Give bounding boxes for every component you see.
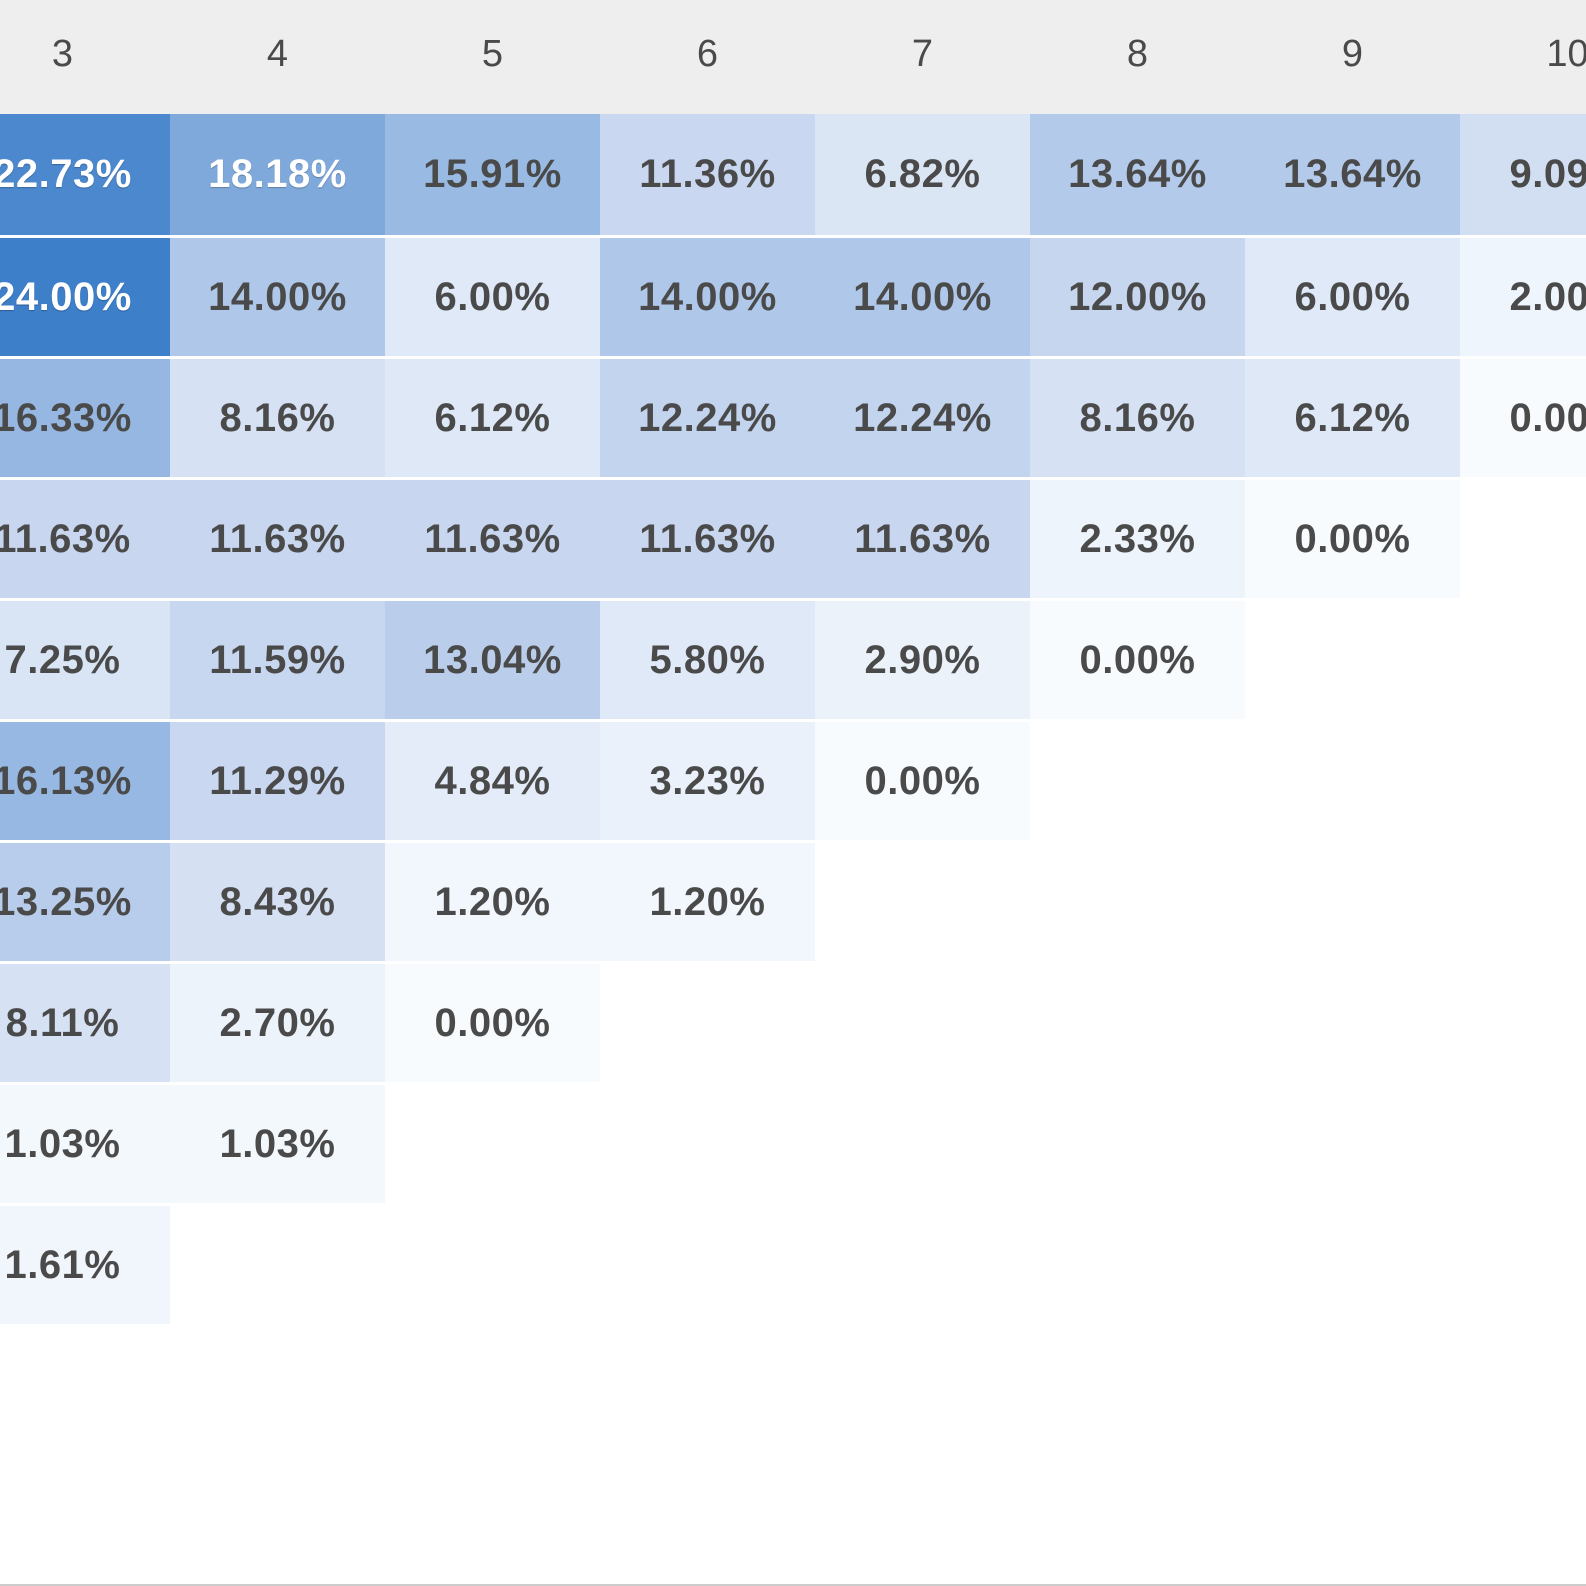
heatmap-cell-r7-c4: 8.43% — [170, 843, 385, 961]
heatmap-cell-r4-c8: 2.33% — [1030, 480, 1245, 598]
heatmap-cell-r4-c5: 11.63% — [385, 480, 600, 598]
heatmap-cell-r3-c5: 6.12% — [385, 359, 600, 477]
heatmap-cell-r3-c9: 6.12% — [1245, 359, 1460, 477]
heatmap-cell-r1-c5: 15.91% — [385, 114, 600, 235]
heatmap-cell-r2-c4: 14.00% — [170, 238, 385, 356]
heatmap-cell-r7-c5: 1.20% — [385, 843, 600, 961]
heatmap-cell-r1-c7: 6.82% — [815, 114, 1030, 235]
heatmap-cell-r1-c3: 22.73% — [0, 114, 170, 235]
heatmap-cell-r3-c10: 0.00% — [1460, 359, 1586, 477]
heatmap-cell-r5-c5: 13.04% — [385, 601, 600, 719]
heatmap-cell-r4-c6: 11.63% — [600, 480, 815, 598]
heatmap-cell-r7-c3: 13.25% — [0, 843, 170, 961]
heatmap-cell-r3-c7: 12.24% — [815, 359, 1030, 477]
column-header-10: 10 — [1546, 33, 1586, 75]
heatmap-cell-r8-c4: 2.70% — [170, 964, 385, 1082]
heatmap-cell-r5-c6: 5.80% — [600, 601, 815, 719]
bottom-divider — [0, 1584, 1586, 1586]
column-header-6: 6 — [696, 33, 719, 75]
heatmap-cell-r6-c6: 3.23% — [600, 722, 815, 840]
heatmap-cell-r2-c8: 12.00% — [1030, 238, 1245, 356]
heatmap-cell-r6-c3: 16.13% — [0, 722, 170, 840]
heatmap-cell-r1-c9: 13.64% — [1245, 114, 1460, 235]
heatmap-cell-r6-c7: 0.00% — [815, 722, 1030, 840]
heatmap-cell-r1-c6: 11.36% — [600, 114, 815, 235]
heatmap-cell-r5-c4: 11.59% — [170, 601, 385, 719]
heatmap-cell-r4-c4: 11.63% — [170, 480, 385, 598]
heatmap-cell-r3-c6: 12.24% — [600, 359, 815, 477]
heatmap-cell-r1-c8: 13.64% — [1030, 114, 1245, 235]
heatmap-cell-r2-c3: 24.00% — [0, 238, 170, 356]
heatmap-cell-r2-c10: 2.00% — [1460, 238, 1586, 356]
heatmap-cell-r10-c3: 1.61% — [0, 1206, 170, 1324]
heatmap-cell-r2-c5: 6.00% — [385, 238, 600, 356]
column-header-3: 3 — [51, 33, 74, 75]
heatmap-cell-r3-c8: 8.16% — [1030, 359, 1245, 477]
heatmap-cell-r4-c7: 11.63% — [815, 480, 1030, 598]
heatmap-cell-r4-c3: 11.63% — [0, 480, 170, 598]
heatmap-cell-r7-c6: 1.20% — [600, 843, 815, 961]
heatmap-cell-r3-c3: 16.33% — [0, 359, 170, 477]
column-header-7: 7 — [911, 33, 934, 75]
heatmap-cell-r5-c7: 2.90% — [815, 601, 1030, 719]
heatmap-cell-r6-c5: 4.84% — [385, 722, 600, 840]
heatmap-cell-r2-c7: 14.00% — [815, 238, 1030, 356]
heatmap-cell-r8-c3: 8.11% — [0, 964, 170, 1082]
heatmap-cell-r1-c10: 9.09% — [1460, 114, 1586, 235]
column-header-4: 4 — [266, 33, 289, 75]
heatmap-cell-r4-c9: 0.00% — [1245, 480, 1460, 598]
heatmap-cell-r5-c8: 0.00% — [1030, 601, 1245, 719]
heatmap-cell-r9-c3: 1.03% — [0, 1085, 170, 1203]
heatmap-cell-r8-c5: 0.00% — [385, 964, 600, 1082]
heatmap-cell-r5-c3: 7.25% — [0, 601, 170, 719]
heatmap-cell-r2-c6: 14.00% — [600, 238, 815, 356]
column-header-row — [0, 0, 1586, 114]
column-header-8: 8 — [1126, 33, 1149, 75]
heatmap-cell-r6-c4: 11.29% — [170, 722, 385, 840]
heatmap-cell-r1-c4: 18.18% — [170, 114, 385, 235]
heatmap-cell-r9-c4: 1.03% — [170, 1085, 385, 1203]
heatmap-cell-r2-c9: 6.00% — [1245, 238, 1460, 356]
column-header-5: 5 — [481, 33, 504, 75]
heatmap-cell-r3-c4: 8.16% — [170, 359, 385, 477]
column-header-9: 9 — [1341, 33, 1364, 75]
